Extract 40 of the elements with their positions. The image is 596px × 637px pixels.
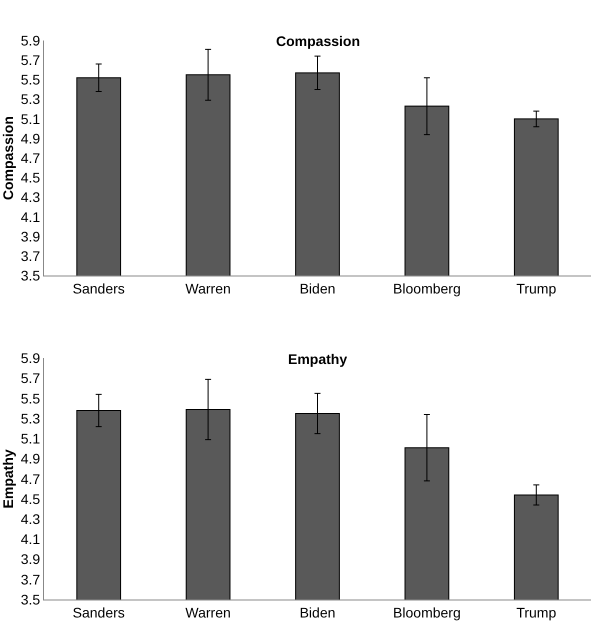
y-tick-label: 4.1 [20,208,40,225]
y-tick-label: 3.5 [20,268,40,284]
x-tick-label: Trump [516,604,556,620]
y-tick-label: 4.3 [20,511,40,528]
y-axis-title: Compassion [0,116,16,200]
x-tick-label: Biden [300,604,336,620]
y-tick-label: 5.3 [20,410,40,426]
y-tick-label: 5.7 [20,370,40,386]
x-tick-label: Warren [185,280,231,297]
y-tick-label: 4.5 [20,490,40,507]
chart-title: Empathy [288,351,348,367]
y-tick-label: 4.7 [20,150,40,166]
x-tick-label: Bloomberg [393,280,461,297]
y-tick-label: 5.9 [20,350,40,366]
y-tick-label: 4.7 [20,470,40,487]
y-tick-label: 3.9 [20,551,40,568]
y-tick-label: 5.1 [20,110,40,127]
y-tick-label: 4.1 [20,531,40,548]
x-tick-label: Warren [185,604,231,620]
x-tick-label: Biden [300,280,336,297]
y-tick-label: 4.3 [20,189,40,206]
y-tick-label: 5.3 [20,91,40,108]
y-tick-label: 4.9 [20,130,40,146]
x-tick-label: Sanders [72,280,125,297]
y-tick-label: 4.5 [20,170,40,186]
x-tick-label: Sanders [72,604,125,620]
y-tick-label: 5.7 [20,52,40,68]
y-axis-title: Empathy [0,449,16,508]
x-tick-label: Bloomberg [393,604,461,620]
y-tick-label: 5.1 [20,430,40,447]
y-tick-label: 3.5 [20,591,40,608]
y-tick-label: 5.5 [20,390,40,406]
chart-title: Compassion [276,33,360,49]
y-tick-label: 5.9 [20,32,40,48]
y-tick-label: 3.7 [20,248,40,264]
y-tick-label: 5.5 [20,72,40,88]
y-tick-label: 3.9 [20,228,40,244]
y-tick-label: 3.7 [20,571,40,588]
y-tick-label: 4.9 [20,450,40,467]
x-tick-label: Trump [516,280,556,297]
